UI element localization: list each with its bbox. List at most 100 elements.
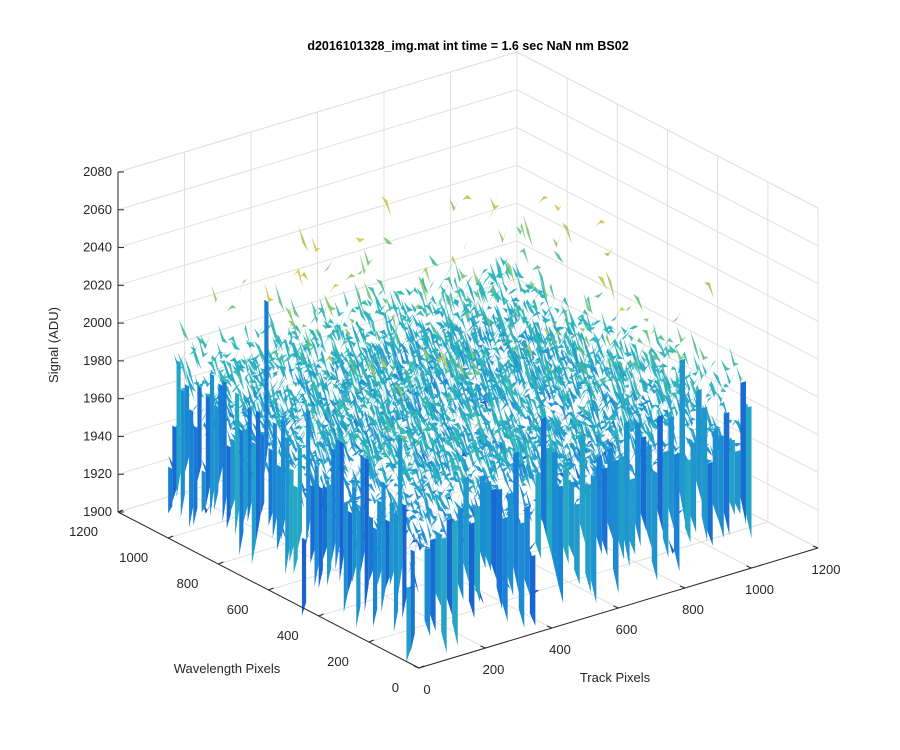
surface-facet (454, 435, 465, 451)
surface-facet (630, 368, 641, 404)
surface-side-facet (651, 472, 658, 581)
surface-facet (419, 386, 430, 407)
surface-facet (398, 378, 409, 383)
surface-facet (285, 433, 295, 449)
surface-facet (550, 348, 561, 369)
surface-facet (315, 440, 326, 454)
surface-facet (473, 330, 484, 346)
surface-facet (607, 413, 617, 420)
surface-facet (416, 527, 426, 548)
surface-facet (382, 438, 393, 458)
surface-facet (397, 386, 408, 403)
surface-facet (713, 428, 724, 441)
surface-facet (385, 462, 396, 474)
surface-facet (410, 470, 421, 475)
surface-facet (720, 359, 731, 371)
surface-facet (424, 418, 434, 432)
surface-facet (416, 393, 426, 414)
surface-facet (449, 432, 459, 446)
surface-facet (545, 434, 555, 453)
surface-facet (411, 473, 422, 491)
surface-facet (434, 491, 444, 513)
surface-facet (517, 481, 528, 499)
z-tick-label: 1940 (83, 428, 112, 443)
surface-facet (374, 328, 385, 342)
surface-facet (245, 341, 256, 348)
surface-facet (496, 320, 507, 329)
surface-facet (425, 519, 436, 541)
surface-facet (288, 350, 299, 357)
surface-side-facet (297, 446, 302, 550)
surface-facet (552, 228, 563, 248)
surface-facet (427, 484, 437, 506)
surface-facet (640, 347, 650, 364)
surface-facet (333, 397, 344, 413)
surface-facet (227, 336, 238, 349)
surface-facet (519, 347, 530, 359)
surface-facet (467, 363, 478, 384)
surface-facet (475, 342, 485, 374)
surface-facet (451, 414, 462, 433)
surface-facet (558, 472, 568, 487)
surface-facet (372, 443, 383, 463)
surface-facet (283, 331, 293, 349)
surface-facet (510, 329, 521, 345)
surface-facet (375, 403, 386, 422)
surface-facet (499, 457, 510, 463)
surface-facet (371, 367, 381, 386)
surface-facet (495, 453, 505, 470)
surface-facet (396, 364, 407, 386)
surface-facet (405, 409, 416, 417)
surface-facet (568, 433, 579, 451)
surface-facet (266, 395, 277, 408)
surface-facet (429, 320, 439, 337)
surface-facet (541, 279, 552, 300)
surface-facet (591, 432, 602, 452)
surface-facet (293, 435, 304, 449)
surface-facet (345, 478, 355, 500)
surface-facet (458, 337, 468, 357)
surface-side-facet (535, 472, 541, 559)
surface-facet (396, 419, 407, 435)
surface-facet (521, 472, 532, 491)
surface-facet (439, 407, 449, 427)
surface-facet (455, 431, 466, 442)
surface-facet (551, 439, 562, 454)
surface-facet (468, 440, 479, 454)
surface-facet (610, 444, 620, 456)
surface-facet (451, 356, 461, 372)
surface-facet (390, 332, 400, 348)
surface-facet (575, 418, 585, 440)
surface-facet (516, 375, 527, 396)
surface-facet (423, 364, 434, 384)
surface-facet (304, 327, 315, 347)
surface-facet (467, 478, 478, 498)
surface-facet (488, 384, 499, 399)
surface-facet (483, 361, 493, 379)
surface-facet (431, 356, 442, 378)
surface-facet (490, 410, 501, 426)
surface-facet (440, 336, 450, 356)
surface-facet (370, 421, 381, 449)
surface-facet (346, 413, 356, 422)
surface-facet (333, 403, 344, 417)
surface-facet (453, 289, 464, 307)
surface-facet (378, 329, 389, 340)
surface-facet (418, 430, 428, 446)
surface-facet (476, 435, 487, 442)
surface-facet (290, 297, 300, 319)
surface-facet (461, 378, 471, 386)
surface-facet (412, 520, 422, 534)
surface-facet (399, 442, 409, 463)
surface-facet (438, 380, 449, 400)
surface-facet (411, 506, 422, 522)
surface-facet (531, 456, 541, 474)
surface-facet (365, 341, 375, 359)
surface-facet (282, 393, 293, 407)
surface-side-facet (745, 406, 752, 539)
surface-facet (607, 374, 617, 382)
surface-facet (531, 311, 542, 318)
surface-facet (650, 354, 660, 361)
surface-facet (405, 506, 415, 525)
surface-facet (583, 408, 594, 428)
